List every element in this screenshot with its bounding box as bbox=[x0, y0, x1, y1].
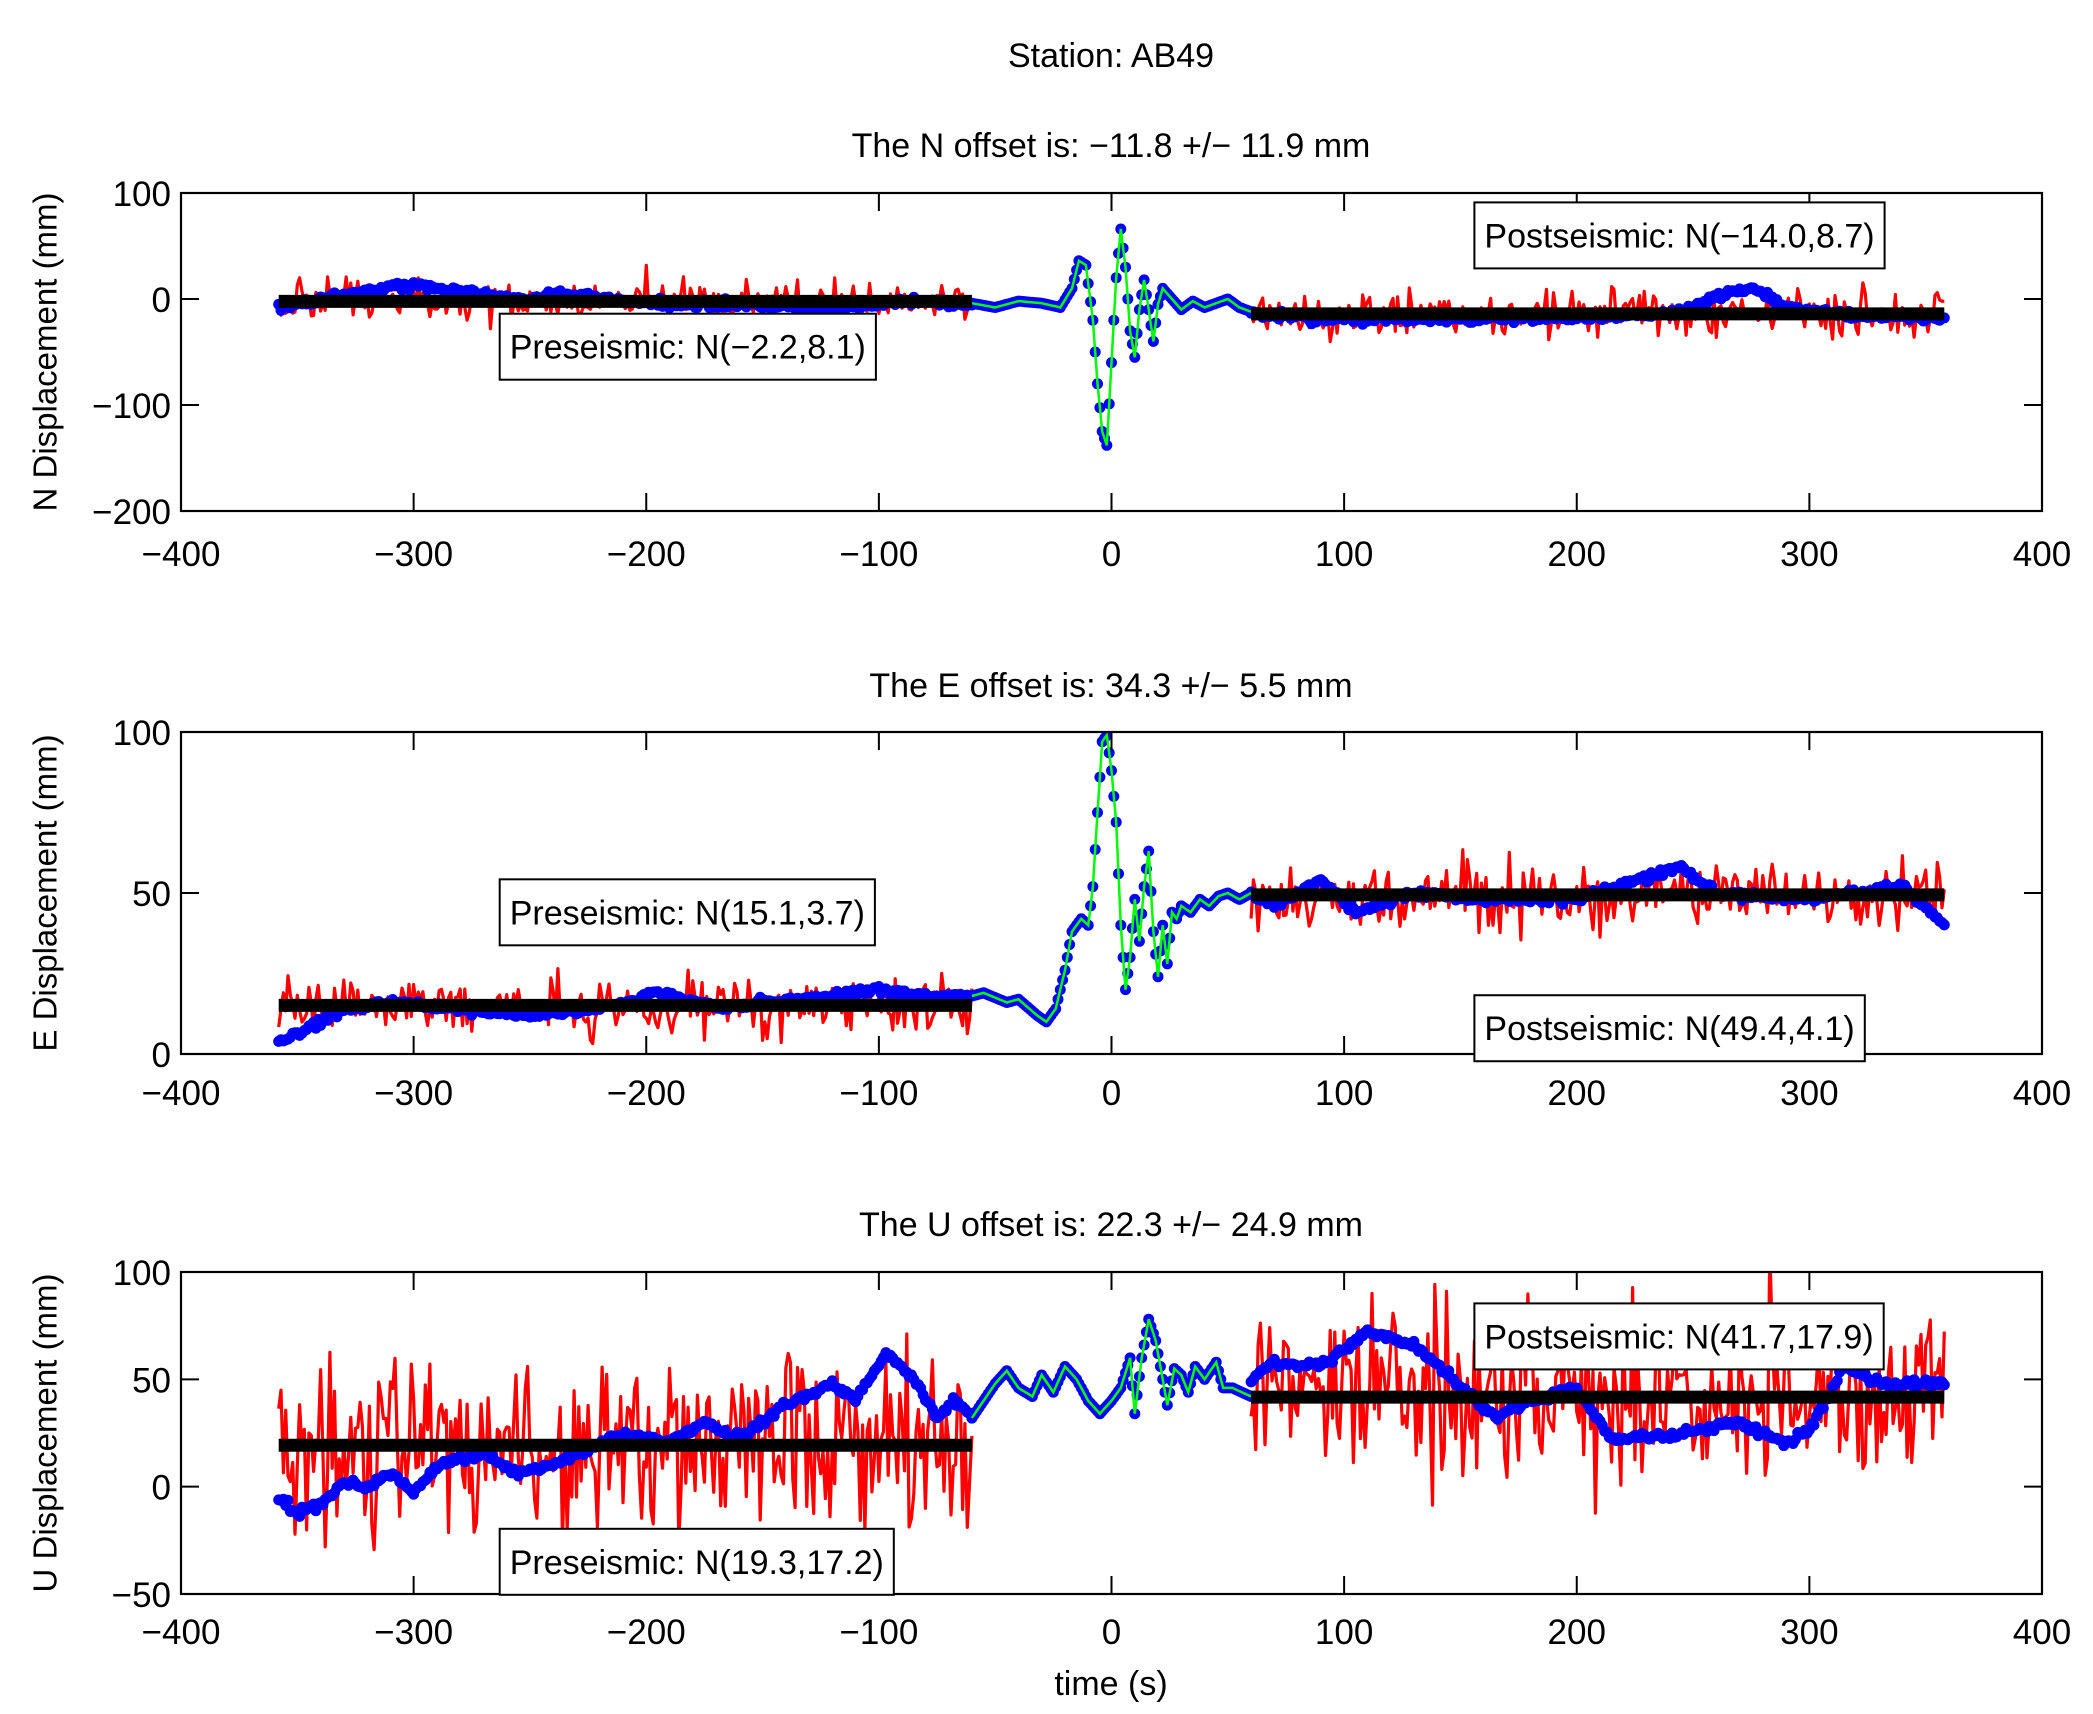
postseismic-annotation: Postseismic: N(41.7,17.9) bbox=[1473, 1302, 1885, 1371]
data-point bbox=[1808, 1419, 1820, 1431]
x-tick-label: 0 bbox=[1102, 1613, 1121, 1652]
panel-title: The U offset is: 22.3 +/− 24.9 mm bbox=[859, 1206, 1363, 1244]
x-tick-label: −300 bbox=[374, 1074, 453, 1113]
data-point bbox=[1817, 1402, 1829, 1414]
postseismic-annotation: Postseismic: N(49.4,4.1) bbox=[1473, 994, 1866, 1063]
plot-data bbox=[273, 732, 1950, 1047]
x-tick-label: −200 bbox=[607, 535, 686, 574]
y-tick-label: 50 bbox=[132, 1361, 171, 1400]
annotation-text: Preseismic: N(−2.2,8.1) bbox=[510, 329, 866, 367]
x-tick-label: 400 bbox=[2013, 1074, 2071, 1113]
panel-title: The N offset is: −11.8 +/− 11.9 mm bbox=[852, 127, 1371, 165]
preseismic-annotation: Preseismic: N(−2.2,8.1) bbox=[498, 312, 877, 381]
transient-fit-line bbox=[971, 732, 1252, 1024]
x-tick-label: 400 bbox=[2013, 535, 2071, 574]
x-tick-label: −100 bbox=[839, 1613, 918, 1652]
x-tick-label: −400 bbox=[142, 1613, 221, 1652]
annotation-box bbox=[498, 878, 876, 947]
annotation-text: Postseismic: N(41.7,17.9) bbox=[1484, 1318, 1873, 1356]
x-tick-label: 300 bbox=[1780, 535, 1838, 574]
y-tick-label: 0 bbox=[152, 281, 171, 320]
y-tick-label: 100 bbox=[113, 714, 171, 753]
y-tick-label: −200 bbox=[92, 493, 171, 532]
x-tick-label: 200 bbox=[1548, 535, 1606, 574]
transient-fit-line bbox=[970, 1318, 1252, 1419]
y-axis-label: E Displacement (mm) bbox=[27, 734, 64, 1051]
annotation-box bbox=[498, 1527, 895, 1596]
x-tick-label: 200 bbox=[1548, 1613, 1606, 1652]
y-tick-label: 50 bbox=[132, 875, 171, 914]
postseismic-annotation: Postseismic: N(−14.0,8.7) bbox=[1473, 201, 1886, 270]
gps-points-pre bbox=[273, 981, 978, 1047]
x-axis-label: time (s) bbox=[1054, 1665, 1167, 1703]
y-tick-label: 100 bbox=[113, 175, 171, 214]
y-tick-label: 0 bbox=[152, 1469, 171, 1508]
plot-data bbox=[273, 1272, 1950, 1552]
annotation-box bbox=[1473, 994, 1866, 1063]
x-tick-label: 100 bbox=[1315, 535, 1373, 574]
preseismic-annotation: Preseismic: N(19.3,17.2) bbox=[498, 1527, 895, 1596]
y-axis-label: U Displacement (mm) bbox=[27, 1273, 64, 1592]
panel-E: The E offset is: 34.3 +/− 5.5 mm E Displa… bbox=[27, 667, 2071, 1113]
data-point bbox=[282, 1494, 294, 1506]
preseismic-annotation: Preseismic: N(15.1,3.7) bbox=[498, 878, 876, 947]
x-tick-label: −200 bbox=[607, 1613, 686, 1652]
x-tick-label: 0 bbox=[1102, 535, 1121, 574]
annotation-text: Preseismic: N(15.1,3.7) bbox=[510, 894, 865, 932]
panel-title: The E offset is: 34.3 +/− 5.5 mm bbox=[869, 667, 1352, 705]
x-tick-label: 400 bbox=[2013, 1613, 2071, 1652]
figure-suptitle: Station: AB49 bbox=[1008, 37, 1214, 75]
y-axis-label: N Displacement (mm) bbox=[27, 192, 64, 511]
data-point bbox=[1938, 919, 1950, 931]
annotation-text: Preseismic: N(19.3,17.2) bbox=[510, 1544, 884, 1582]
gps-points-post bbox=[1245, 1324, 1950, 1452]
annotation-box bbox=[498, 312, 877, 381]
x-tick-label: 200 bbox=[1548, 1074, 1606, 1113]
data-point bbox=[1831, 1375, 1843, 1387]
y-tick-label: 0 bbox=[152, 1036, 171, 1075]
annotation-text: Postseismic: N(−14.0,8.7) bbox=[1484, 217, 1874, 255]
annotation-box bbox=[1473, 201, 1886, 270]
data-point bbox=[1938, 1379, 1950, 1391]
y-tick-label: −100 bbox=[92, 387, 171, 426]
y-tick-label: −50 bbox=[112, 1576, 171, 1615]
panel-U: The U offset is: 22.3 +/− 24.9 mm U Displ… bbox=[27, 1206, 2071, 1652]
annotation-box bbox=[1473, 1302, 1885, 1371]
x-tick-label: −100 bbox=[839, 535, 918, 574]
y-tick-label: 100 bbox=[113, 1254, 171, 1293]
x-tick-label: −200 bbox=[607, 1074, 686, 1113]
panel-N: The N offset is: −11.8 +/− 11.9 mm N Disp… bbox=[27, 127, 2071, 574]
x-tick-label: −400 bbox=[142, 535, 221, 574]
x-tick-label: 300 bbox=[1780, 1074, 1838, 1113]
x-tick-label: 300 bbox=[1780, 1613, 1838, 1652]
plot-data bbox=[273, 223, 1950, 451]
transient-fit-line bbox=[971, 228, 1252, 446]
x-tick-label: 100 bbox=[1315, 1074, 1373, 1113]
x-tick-label: −100 bbox=[839, 1074, 918, 1113]
gps-points-transient bbox=[966, 223, 1257, 451]
annotation-text: Postseismic: N(49.4,4.1) bbox=[1484, 1010, 1854, 1048]
x-tick-label: 0 bbox=[1102, 1074, 1121, 1113]
x-tick-label: −300 bbox=[374, 535, 453, 574]
x-tick-label: −400 bbox=[142, 1074, 221, 1113]
x-tick-label: −300 bbox=[374, 1613, 453, 1652]
x-tick-label: 100 bbox=[1315, 1613, 1373, 1652]
